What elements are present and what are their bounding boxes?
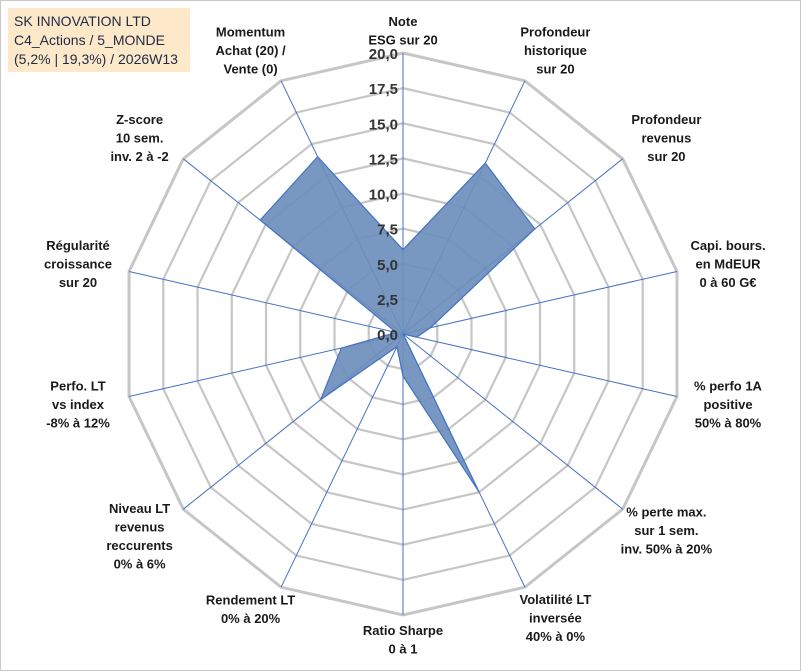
tick-label: 15,0 xyxy=(369,116,398,133)
axis-label-line: revenus xyxy=(641,131,691,146)
axis-label: Perfo. LT vs index -8% à 12% xyxy=(46,378,110,430)
axis-label-line: revenus xyxy=(115,520,165,535)
axis-label-line: 0 à 60 G€ xyxy=(699,275,756,290)
axis-label-line: croissance xyxy=(44,257,112,272)
axis-label-line: historique xyxy=(524,43,587,58)
radar-tick-labels: 0,0 2,5 5,0 7,5 10,0 12,5 15,0 17,5 20,0 xyxy=(369,46,398,344)
radar-spoke xyxy=(402,270,678,335)
axis-label-line: 10 sem. xyxy=(116,131,164,146)
axis-label-line: Capi. bours. xyxy=(690,238,765,253)
axis-label-line: % perte max. xyxy=(626,504,706,519)
tick-label: 2,5 xyxy=(377,292,398,309)
axis-label: Z-score 10 sem. inv. 2 à -2 xyxy=(110,112,168,164)
axis-label-line: % perfo 1A xyxy=(694,378,763,393)
axis-label: Profondeur historique sur 20 xyxy=(520,25,590,77)
tick-label: 5,0 xyxy=(377,257,398,274)
axis-label: % perte max. sur 1 sem. inv. 50% à 20% xyxy=(621,504,713,556)
tick-label: 7,5 xyxy=(377,222,398,239)
axis-label-line: Profondeur xyxy=(520,25,590,40)
radar-spoke xyxy=(128,270,404,335)
axis-label-line: Niveau LT xyxy=(109,501,170,516)
radar-axis-labels: Note ESG sur 20 Profondeur historique sur 20… xyxy=(44,14,766,657)
axis-label: Rendement LT 0% à 20% xyxy=(206,593,295,627)
axis-label-line: Momentum xyxy=(216,25,285,40)
axis-label-line: inv. 2 à -2 xyxy=(110,149,168,164)
tick-label: 0,0 xyxy=(377,327,398,344)
radar-series xyxy=(259,155,536,493)
tick-label: 17,5 xyxy=(369,81,398,98)
axis-label-line: reccurents xyxy=(106,538,172,553)
axis-label: Niveau LT revenus reccurents 0% à 6% xyxy=(106,501,172,572)
tick-label: 10,0 xyxy=(369,187,398,204)
chart-title-line-3: (5,2% | 19,3%) / 2026W13 xyxy=(14,51,178,67)
axis-label-line: Rendement LT xyxy=(206,593,295,608)
axis-label: Régularité croissance sur 20 xyxy=(44,238,112,290)
chart-title-line-1: SK INNOVATION LTD xyxy=(14,13,151,29)
axis-label-line: Perfo. LT xyxy=(50,378,105,393)
axis-label-line: en MdEUR xyxy=(696,257,762,272)
axis-label: Profondeur revenus sur 20 xyxy=(631,112,701,164)
axis-label-line: 50% à 80% xyxy=(695,415,762,430)
tick-label: 12,5 xyxy=(369,151,398,168)
axis-label-line: sur 20 xyxy=(536,62,574,77)
tick-label: 20,0 xyxy=(369,46,398,63)
axis-label-line: inv. 50% à 20% xyxy=(621,541,713,556)
axis-label-line: Vente (0) xyxy=(223,62,277,77)
chart-title-box: SK INNOVATION LTD C4_Actions / 5_MONDE (… xyxy=(8,8,190,72)
axis-label-line: Volatilité LT xyxy=(520,592,592,607)
axis-label-line: Ratio Sharpe xyxy=(363,623,443,638)
axis-label-line: 40% à 0% xyxy=(526,629,586,644)
radar-spoke xyxy=(280,333,404,588)
axis-label-line: sur 1 sem. xyxy=(634,523,698,538)
axis-label: Capi. bours. en MdEUR 0 à 60 G€ xyxy=(690,238,765,290)
axis-label: % perfo 1A positive 50% à 80% xyxy=(694,378,763,430)
axis-label: Ratio Sharpe 0 à 1 xyxy=(363,623,443,657)
axis-label: Momentum Achat (20) / Vente (0) xyxy=(216,25,286,77)
axis-label: Volatilité LT inversée 40% à 0% xyxy=(520,592,592,644)
axis-label-line: Note xyxy=(389,14,418,29)
chart-title-line-2: C4_Actions / 5_MONDE xyxy=(14,32,165,48)
axis-label-line: 0% à 6% xyxy=(114,557,166,572)
axis-label-line: 0 à 1 xyxy=(389,642,418,657)
axis-label: Note ESG sur 20 xyxy=(368,14,437,48)
axis-label-line: vs index xyxy=(52,397,105,412)
axis-label-line: sur 20 xyxy=(647,149,685,164)
radar-spoke xyxy=(402,333,624,510)
axis-label-line: ESG sur 20 xyxy=(368,33,437,48)
radar-series-area xyxy=(259,155,536,493)
axis-label-line: Profondeur xyxy=(631,112,701,127)
axis-label-line: Régularité xyxy=(46,238,110,253)
axis-label-line: Z-score xyxy=(116,112,163,127)
axis-label-line: Achat (20) / xyxy=(216,43,286,58)
axis-label-line: 0% à 20% xyxy=(221,611,281,626)
axis-label-line: sur 20 xyxy=(59,275,97,290)
radar-spoke xyxy=(402,333,678,398)
axis-label-line: positive xyxy=(703,397,752,412)
axis-label-line: inversée xyxy=(529,610,582,625)
axis-label-line: -8% à 12% xyxy=(46,415,110,430)
